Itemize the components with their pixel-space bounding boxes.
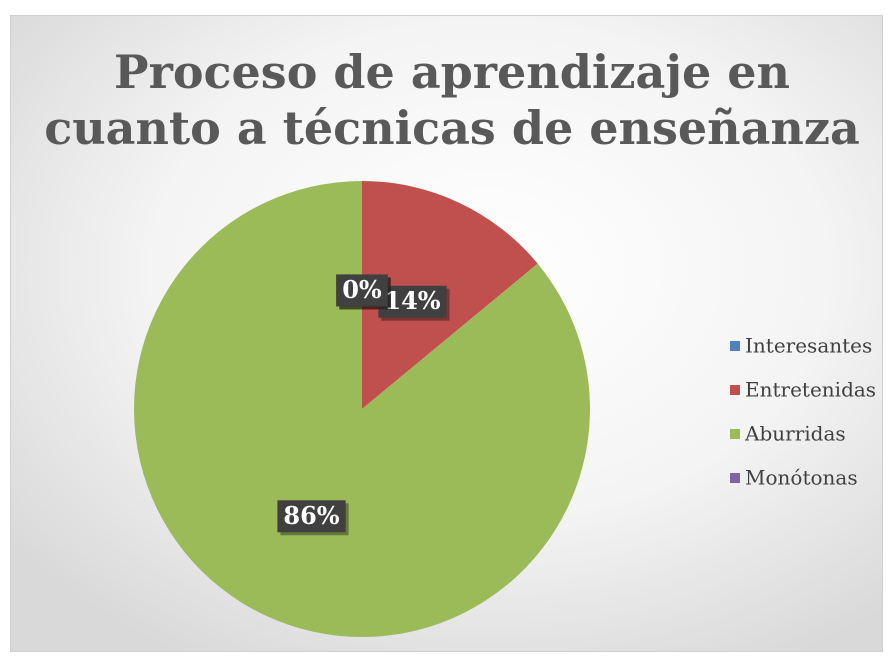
pie-slice [134, 181, 590, 637]
data-label: 14% [378, 285, 450, 321]
data-label-text: 86% [283, 501, 339, 530]
legend-swatch [730, 385, 740, 395]
legend-label: Monótonas [745, 466, 858, 490]
legend-swatch [730, 473, 740, 483]
data-label-box [277, 500, 346, 533]
data-label: 86% [277, 500, 349, 536]
data-label-text: 0% [342, 275, 382, 304]
legend-swatch [730, 429, 740, 439]
legend-label: Aburridas [744, 422, 846, 446]
legend-swatch [730, 341, 740, 351]
legend-label: Interesantes [745, 334, 872, 358]
pie-slice [362, 181, 538, 409]
data-label-box [378, 285, 447, 318]
data-label: 0% [336, 274, 391, 310]
chart-title-line: cuanto a técnicas de enseñanza [44, 101, 860, 155]
data-label-text: 14% [384, 286, 440, 315]
legend-label: Entretenidas [745, 378, 876, 402]
chart-title-line: Proceso de aprendizaje en [114, 45, 790, 99]
data-label-box [336, 274, 388, 307]
